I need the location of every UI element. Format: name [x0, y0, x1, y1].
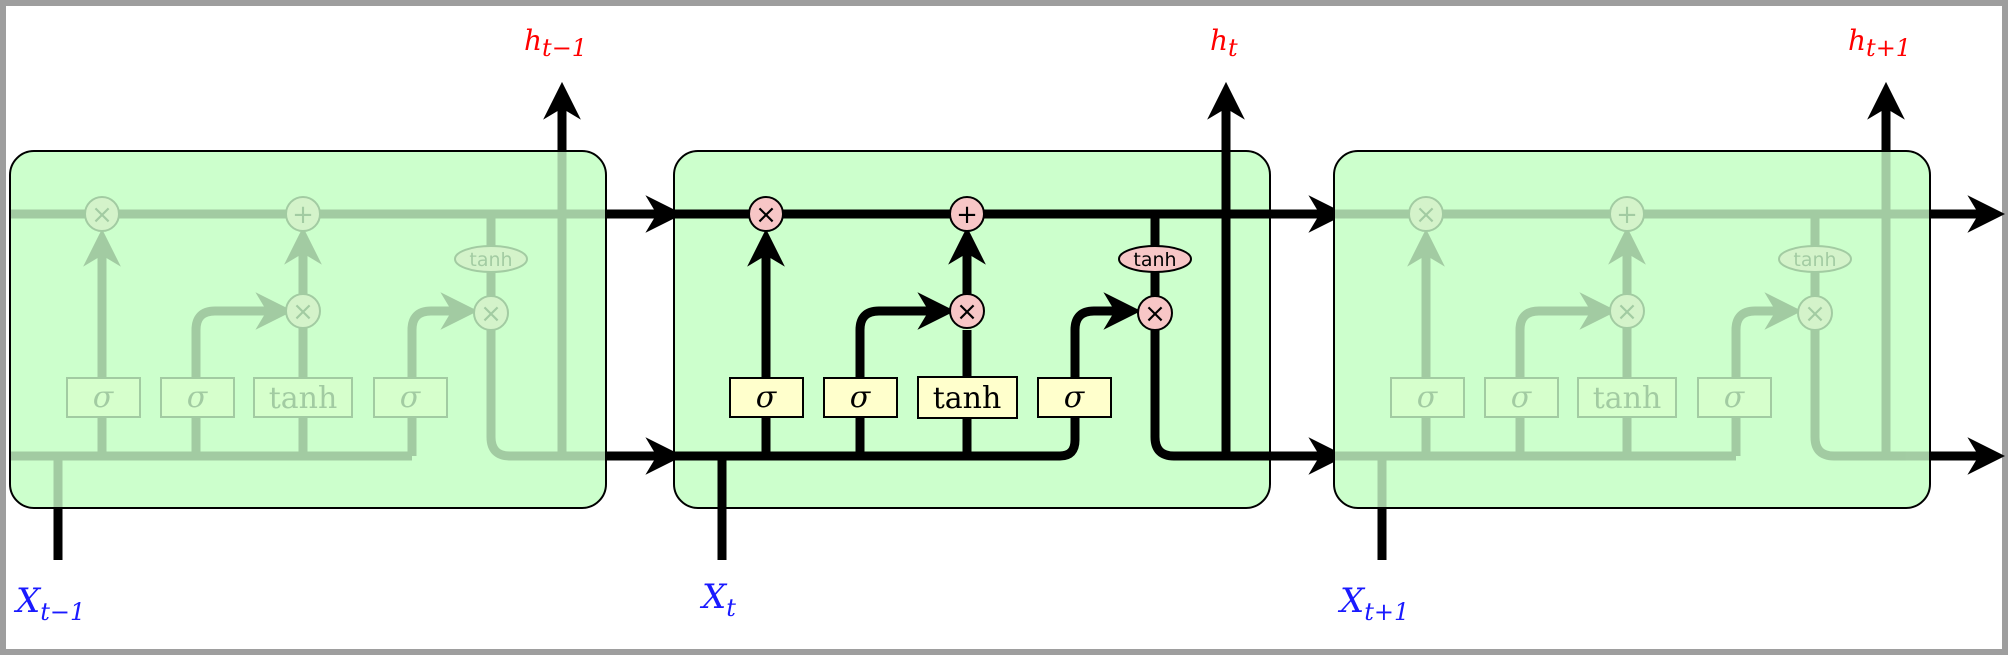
cell-box	[9, 150, 607, 509]
svg-text:×: ×	[1415, 200, 1437, 230]
svg-text:σ: σ	[1417, 380, 1439, 415]
output-multiply-op	[1137, 295, 1173, 331]
svg-text:tanh: tanh	[1793, 249, 1836, 271]
svg-text:tanh: tanh	[469, 249, 512, 271]
svg-text:tanh: tanh	[269, 381, 338, 416]
input-multiply-op	[949, 293, 985, 329]
input-label-next: Xt+1	[1337, 581, 1409, 626]
cell-box	[673, 150, 1271, 509]
add-op	[949, 196, 985, 232]
hidden-output-path	[1150, 330, 1347, 475]
output-label-current: ht	[1210, 24, 1238, 62]
input-label-current: Xt	[699, 577, 736, 622]
cell-internals: σ σ tanh σ × + × × tanh	[1334, 151, 1930, 508]
svg-text:×: ×	[91, 200, 113, 230]
forget-gate-box	[729, 377, 804, 418]
svg-text:×: ×	[292, 297, 314, 327]
svg-text:+: +	[1616, 200, 1638, 230]
input-gate-arrow	[855, 292, 956, 456]
cell-current: σ σ tanh σ × + × × tanh	[673, 81, 1347, 560]
svg-text:+: +	[292, 200, 314, 230]
input-gate-label: σ	[850, 380, 872, 415]
svg-text:σ: σ	[400, 380, 422, 415]
svg-text:+: +	[956, 200, 978, 230]
svg-text:×: ×	[1804, 299, 1826, 329]
svg-text:×: ×	[956, 297, 978, 327]
svg-text:tanh: tanh	[1133, 249, 1176, 271]
forget-gate-label: σ	[756, 380, 778, 415]
output-gate-label: σ	[1064, 380, 1086, 415]
svg-text:σ: σ	[1724, 380, 1746, 415]
candidate-box	[917, 376, 1018, 419]
svg-text:σ: σ	[1511, 380, 1533, 415]
svg-text:σ: σ	[93, 380, 115, 415]
cell-previous: σ σ tanh σ × + × × tanh	[9, 81, 684, 560]
input-gate-box	[823, 377, 898, 418]
svg-text:×: ×	[1616, 297, 1638, 327]
svg-text:×: ×	[480, 299, 502, 329]
tanh-op	[1118, 245, 1192, 273]
cell-internals: σ σ tanh σ × + × × tanh	[10, 151, 606, 508]
cell-box	[1333, 150, 1931, 509]
output-label-prev: ht−1	[524, 24, 587, 62]
output-gate-arrow	[1059, 292, 1142, 461]
svg-text:σ: σ	[187, 380, 209, 415]
candidate-label: tanh	[933, 381, 1002, 416]
forget-multiply-op	[748, 196, 784, 232]
svg-text:tanh: tanh	[1593, 381, 1662, 416]
output-label-next: ht+1	[1848, 24, 1911, 62]
cell-next: σ σ tanh σ × + × × tanh	[1333, 81, 2006, 560]
input-label-prev: Xt−1	[13, 581, 85, 626]
svg-text:×: ×	[1144, 299, 1166, 329]
output-gate-box	[1037, 377, 1112, 418]
svg-text:×: ×	[755, 200, 777, 230]
